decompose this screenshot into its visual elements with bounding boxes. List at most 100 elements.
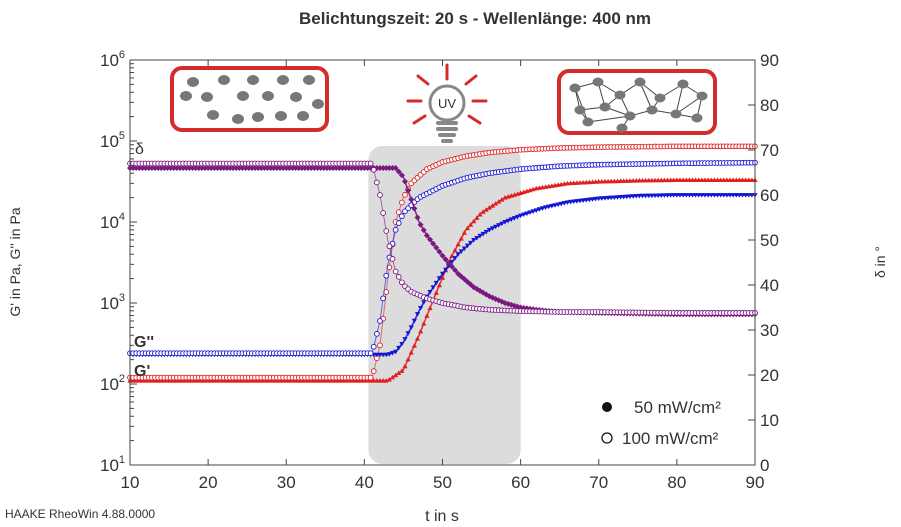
- data-point: [474, 215, 480, 220]
- x-tick-label: 40: [355, 473, 374, 492]
- data-point: [439, 275, 446, 280]
- data-point: [455, 241, 461, 247]
- data-point: [402, 178, 408, 185]
- data-point: [396, 370, 402, 376]
- data-point: [298, 165, 305, 171]
- data-point: [352, 165, 358, 171]
- network-bond: [675, 83, 684, 115]
- data-point: [546, 204, 552, 210]
- data-point: [383, 228, 390, 234]
- data-point: [374, 179, 380, 186]
- data-point: [521, 212, 527, 218]
- data-point: [552, 203, 558, 208]
- network-node: [599, 102, 611, 112]
- data-point: [461, 230, 467, 235]
- data-point: [399, 213, 405, 220]
- data-point: [568, 199, 574, 205]
- particle: [252, 112, 264, 122]
- y-left-tick-label: 102: [100, 373, 125, 394]
- x-tick-label: 90: [746, 473, 765, 492]
- data-point: [493, 201, 499, 206]
- data-point: [252, 165, 258, 171]
- data-point: [399, 199, 405, 206]
- data-point: [380, 210, 386, 216]
- data-point: [423, 232, 430, 239]
- x-axis-label: t in s: [425, 508, 459, 525]
- network-bond: [587, 115, 631, 123]
- data-point: [314, 165, 321, 171]
- data-point: [377, 342, 383, 349]
- data-point: [468, 240, 474, 246]
- data-point: [208, 165, 215, 171]
- data-point: [533, 208, 539, 213]
- network-bond: [574, 87, 589, 123]
- legend-marker-filled: [602, 402, 612, 412]
- data-point: [392, 165, 399, 171]
- network-node: [592, 77, 604, 87]
- data-point: [398, 172, 405, 179]
- y-right-tick-label: 30: [760, 321, 779, 340]
- data-point: [374, 331, 380, 337]
- y-right-tick-label: 40: [760, 276, 779, 295]
- data-point: [480, 209, 486, 214]
- uv-lamp-icon: UV: [406, 63, 488, 143]
- data-point: [439, 271, 446, 277]
- data-point: [367, 374, 374, 381]
- data-point: [480, 231, 486, 237]
- chart-title: Belichtungszeit: 20 s - Wellenlänge: 400…: [299, 9, 651, 28]
- data-point: [395, 274, 402, 280]
- data-point: [442, 256, 449, 263]
- data-point: [283, 165, 290, 171]
- data-point: [180, 165, 187, 171]
- particle: [275, 111, 287, 121]
- data-point: [202, 165, 208, 171]
- delta-series-label: δ: [135, 141, 144, 158]
- data-point: [518, 213, 524, 219]
- data-point: [267, 165, 274, 171]
- data-point: [295, 165, 302, 171]
- data-point: [561, 201, 567, 206]
- data-point: [192, 165, 199, 171]
- data-point: [464, 225, 471, 231]
- data-point: [173, 165, 180, 171]
- data-point: [439, 252, 446, 259]
- legend: 50 mW/cm² 100 mW/cm²: [601, 398, 721, 448]
- data-point: [133, 165, 140, 171]
- software-footer: HAAKE RheoWin 4.88.0000: [5, 507, 155, 521]
- data-point: [489, 226, 496, 231]
- particle: [297, 111, 309, 121]
- data-point: [139, 165, 146, 171]
- x-tick-label: 50: [433, 473, 452, 492]
- series-layer: [127, 143, 758, 383]
- data-point: [493, 224, 499, 230]
- uv-label: UV: [438, 96, 456, 111]
- data-point: [396, 345, 402, 351]
- y-right-tick-label: 80: [760, 96, 779, 115]
- y-left-tick-label: 101: [100, 454, 125, 475]
- particle: [303, 75, 315, 85]
- data-point: [427, 305, 433, 311]
- data-point: [280, 165, 287, 171]
- data-point: [405, 356, 411, 362]
- data-point: [408, 196, 415, 203]
- data-point: [402, 337, 408, 342]
- data-point: [524, 211, 530, 217]
- bulb-base-3: [438, 133, 456, 137]
- particle: [262, 91, 274, 101]
- data-point: [393, 372, 399, 378]
- data-point: [399, 368, 405, 373]
- data-point: [414, 214, 421, 221]
- data-point: [389, 256, 396, 262]
- data-point: [468, 222, 474, 227]
- data-point: [392, 226, 399, 233]
- data-point: [452, 247, 458, 253]
- particle: [180, 91, 192, 101]
- y-right-tick-label: 50: [760, 231, 779, 250]
- data-point: [158, 165, 165, 171]
- bulb-base-2: [436, 127, 458, 131]
- network-node: [614, 90, 626, 100]
- data-point: [433, 280, 439, 286]
- data-point: [155, 165, 162, 171]
- particle: [187, 77, 199, 87]
- data-point: [345, 165, 352, 171]
